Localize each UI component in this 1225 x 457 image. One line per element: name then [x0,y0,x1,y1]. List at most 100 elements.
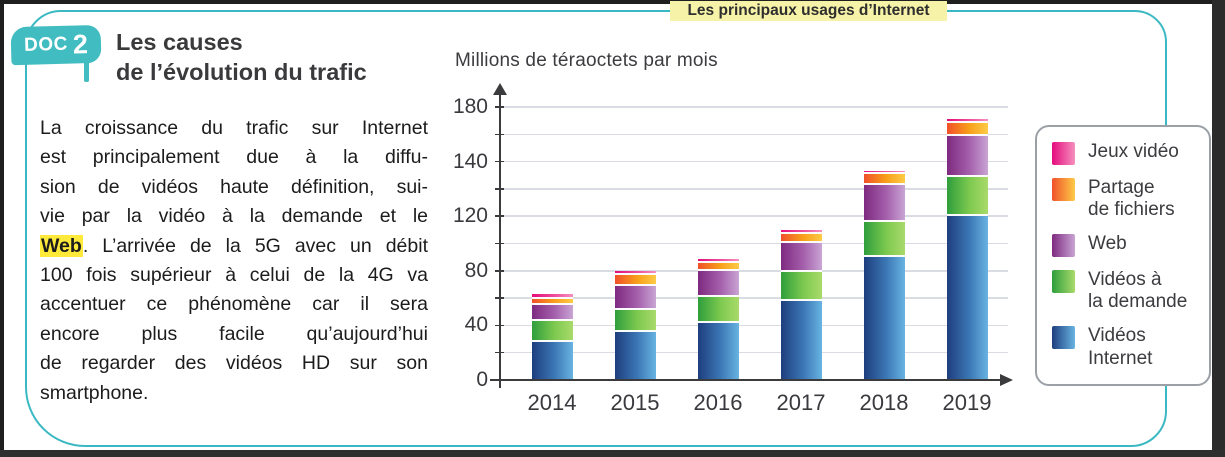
y-axis-line [499,92,501,386]
body-line: Web. L’arrivée de la 5G avec un débit [40,232,428,261]
body-line: de regarder des vidéos HD sur son [40,349,428,378]
gridline [500,351,1008,354]
bar-segment-partage-de-fichiers [863,173,905,185]
bar-2016 [697,258,739,380]
page-title: Les principaux usages d’Internet [670,1,947,21]
legend-label: Web [1088,233,1127,254]
x-axis-label: 2016 [693,390,743,415]
bar-segment-jeux-vidéo [697,258,739,263]
bar-segment-vidéos-internet [780,300,822,380]
section-title-line2: de l’évolution du trafic [116,59,367,85]
x-axis-label: 2018 [859,390,909,415]
legend-label: Partage de fichiers [1088,176,1175,221]
bar-segment-web [780,243,822,273]
legend-item-partage-de-fichiers: Partage de fichiers [1052,177,1201,222]
body-text-segment: . L’arrivée de la 5G avec un débit [82,234,428,257]
bar-segment-web [946,135,988,177]
body-text-segment: sion de vidéos haute définition, sui- [40,175,428,198]
legend-swatch-icon [1052,142,1075,165]
bar-segment-jeux-vidéo [531,294,573,300]
bar-segment-vidéos-à-la-demande [780,272,822,301]
body-text-segment: de regarder des vidéos HD sur son [40,352,428,375]
body-text-segment: vie par la vidéo à la demande et le [40,205,428,228]
bar-segment-web [697,270,739,297]
y-axis-label: 140 [452,149,488,173]
x-axis-label: 2017 [776,390,826,415]
body-line: sion de vidéos haute définition, sui- [40,173,428,202]
bar-2017 [780,229,822,380]
bar-segment-vidéos-internet [946,216,988,380]
y-axis-label: 120 [452,204,488,228]
frame-border-bottom [0,450,1225,457]
bar-segment-web [531,304,573,322]
body-text-segment: est principalement due à la diffu- [40,146,428,169]
legend-swatch-icon [1052,177,1075,201]
bar-segment-vidéos-internet [863,257,905,380]
bar-segment-vidéos-à-la-demande [614,310,656,333]
legend-label: Vidéos Internet [1088,325,1153,369]
doc-badge-number: 2 [72,28,89,60]
bar-segment-vidéos-à-la-demande [697,296,739,323]
legend-label: Jeux vidéo [1088,141,1179,162]
bar-segment-jeux-vidéo [614,270,656,275]
frame-border-right [1212,0,1225,457]
gridline [500,133,1008,136]
bar-segment-web [614,285,656,311]
gridline [500,106,1008,108]
body-line: accentuer ce phénomène car il sera [40,290,428,319]
body-text-segment: 100 fois supérieur à celui de la 4G va [40,264,428,287]
bar-segment-jeux-vidéo [863,171,905,174]
bar-segment-jeux-vidéo [946,119,988,124]
gridline [500,215,1008,217]
legend-item-vidéos-à-la-demande: Vidéos à la demande [1052,269,1201,314]
bar-2015 [614,270,656,380]
body-paragraph: La croissance du trafic sur Internet est … [40,114,428,408]
bar-segment-vidéos-internet [697,322,739,380]
legend-item-jeux-vidéo: Jeux vidéo [1052,141,1201,165]
y-axis-label: 0 [476,368,488,391]
bar-segment-partage-de-fichiers [531,299,573,305]
bar-2018 [863,171,905,380]
section-title-line1: Les causes [116,29,243,55]
gridline [500,324,1008,327]
x-axis-origin-tick [499,379,501,388]
gridline [500,297,1008,299]
bar-segment-partage-de-fichiers [780,233,822,244]
body-text-segment: smartphone. [40,381,149,404]
body-line: encore plus facile qu’aujourd’hui [40,320,428,349]
chart-title: Millions de téraoctets par mois [455,50,718,71]
body-line: vie par la vidéo à la demande et le [40,202,428,231]
section-title: Les causes de l’évolution du trafic [116,27,367,87]
x-axis-line [490,379,1002,381]
highlighted-word: Web [40,234,83,257]
frame-border-left [0,0,4,457]
badge-tail [84,56,89,82]
doc-badge-label: DOC [23,33,69,56]
bar-segment-vidéos-à-la-demande [946,176,988,217]
legend-swatch-icon [1052,269,1075,293]
bar-2019 [946,119,988,380]
gridline [500,188,1008,190]
legend-label: Vidéos à la demande [1088,268,1188,313]
body-line: smartphone. [40,379,428,408]
bar-segment-partage-de-fichiers [614,274,656,286]
gridline [500,242,1008,245]
y-axis-label: 180 [452,95,488,118]
legend-item-vidéos-internet: Vidéos Internet [1052,325,1201,370]
x-axis-arrow-icon [1000,373,1013,386]
bar-segment-vidéos-internet [614,332,656,380]
legend-item-web: Web [1052,233,1201,257]
y-axis-arrow-icon [493,83,507,95]
y-axis-label: 80 [464,258,488,282]
bar-segment-jeux-vidéo [780,229,822,234]
gridline [500,160,1008,163]
x-axis-label: 2014 [527,390,577,415]
body-text-segment: encore plus facile qu’aujourd’hui [40,322,428,345]
body-line: La croissance du trafic sur Internet [40,114,428,143]
body-line: 100 fois supérieur à celui de la 4G va [40,261,428,290]
frame-border-top [0,0,1225,4]
y-axis-label: 40 [464,313,488,337]
bar-segment-web [863,184,905,222]
x-axis-label: 2015 [610,390,660,415]
